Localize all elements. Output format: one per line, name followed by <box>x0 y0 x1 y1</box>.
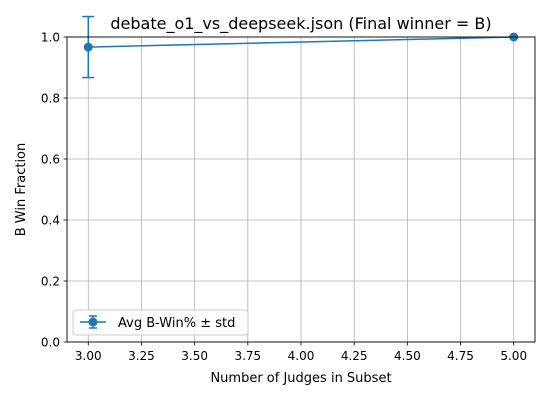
x-tick-label-1: 3.25 <box>128 349 155 363</box>
x-tick-label-2: 3.50 <box>181 349 208 363</box>
legend: Avg B-Win% ± std <box>73 310 248 335</box>
y-tick-label-3: 0.6 <box>41 153 60 167</box>
x-tick-label-4: 4.00 <box>288 349 315 363</box>
y-tick-label-2: 0.4 <box>41 214 60 228</box>
x-tick-label-7: 4.75 <box>447 349 474 363</box>
y-tick-label-1: 0.2 <box>41 275 60 289</box>
x-tick-label-0: 3.00 <box>75 349 102 363</box>
y-axis-label: B Win Fraction <box>14 143 29 237</box>
x-axis-label: Number of Judges in Subset <box>210 371 391 386</box>
data-point-0-0 <box>84 43 93 52</box>
legend-marker <box>89 318 98 327</box>
y-tick-label-0: 0.0 <box>41 336 60 350</box>
legend-label: Avg B-Win% ± std <box>118 316 235 331</box>
x-tick-label-5: 4.25 <box>341 349 368 363</box>
x-tick-label-8: 5.00 <box>500 349 527 363</box>
y-tick-label-5: 1.0 <box>41 31 60 45</box>
x-tick-label-3: 3.75 <box>234 349 261 363</box>
y-tick-label-4: 0.8 <box>41 92 60 106</box>
chart-title: debate_o1_vs_deepseek.json (Final winner… <box>110 14 491 34</box>
x-tick-label-6: 4.50 <box>394 349 421 363</box>
